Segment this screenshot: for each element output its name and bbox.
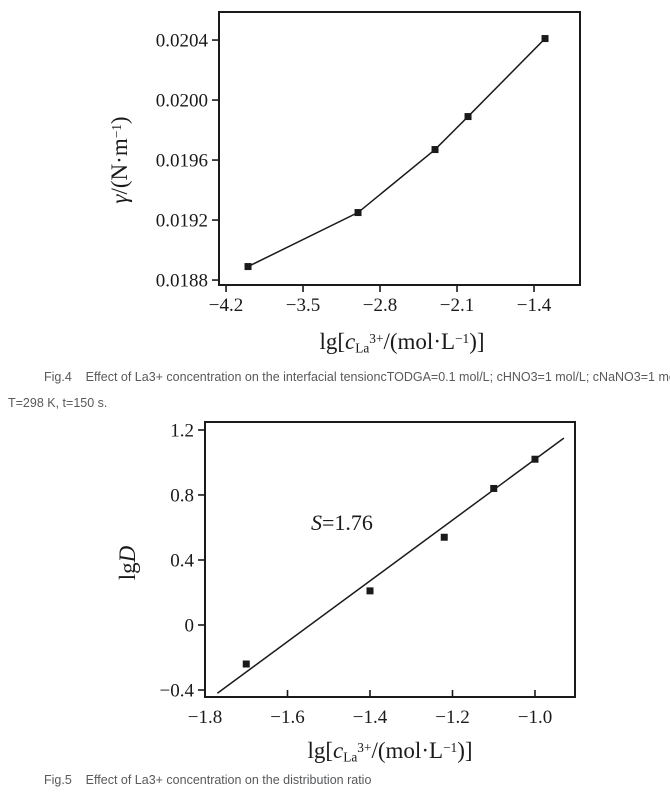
fig5-y-axis-label: lgD xyxy=(115,545,140,581)
fig4-data-line xyxy=(247,38,546,268)
fig5-y-tick-label: 0.8 xyxy=(170,485,194,506)
fig4-interfacial-tension-chart: −4.2 −3.5 −2.8 −2.1 −1.4 0.0188 0.0192 0.0196 0.… xyxy=(156,11,581,316)
fig5-fit-line xyxy=(216,437,565,694)
fig4-caption-line2: T=298 K, t=150 s. xyxy=(8,396,108,410)
fig4-y-tick-label: 0.0196 xyxy=(156,151,208,172)
fig4-caption-line1: Fig.4 Effect of La3+ concentration on th… xyxy=(44,370,670,384)
fig5-slope-annotation: S=1.76 xyxy=(311,510,373,535)
fig5-x-tick-label: −1.2 xyxy=(435,707,469,728)
fig4-x-tick-label: −1.4 xyxy=(517,295,552,316)
fig5-x-tick-label: −1.6 xyxy=(270,707,304,728)
fig5-y-tick-label: 0 xyxy=(185,615,195,636)
fig5-x-tick-label: −1.4 xyxy=(353,707,388,728)
fig4-y-tick-label: 0.0204 xyxy=(156,31,209,52)
fig5-data-point xyxy=(242,660,250,668)
fig5-x-tick-label: −1.8 xyxy=(188,707,222,728)
fig4-y-tick-label: 0.0200 xyxy=(156,91,208,112)
fig5-data-point xyxy=(531,455,539,463)
fig5-data-point xyxy=(366,587,374,595)
fig4-data-point xyxy=(244,263,252,271)
fig4-data-point xyxy=(354,209,362,217)
fig5-data-point xyxy=(490,484,498,492)
fig5-y-tick-label: 0.4 xyxy=(170,550,194,571)
fig4-y-tick-label: 0.0192 xyxy=(156,211,208,232)
fig5-distribution-ratio-chart: −1.8 −1.6 −1.4 −1.2 −1.0 −0.4 0 0.4 0.8 1.2 xyxy=(160,420,576,728)
fig4-y-tick-label: 0.0188 xyxy=(156,271,208,292)
fig4-y-axis-label: γ/(N·m−1) xyxy=(107,116,132,204)
fig5-y-tick-label: 1.2 xyxy=(170,420,194,441)
fig5-x-axis-label: lg[cLa3+/(mol·L−1)] xyxy=(307,738,473,765)
fig4-x-tick-label: −2.8 xyxy=(363,295,397,316)
fig5-y-tick-label: −0.4 xyxy=(160,681,195,702)
fig4-data-point xyxy=(464,113,472,121)
fig4-plot-frame xyxy=(218,11,581,286)
fig4-x-axis-label: lg[cLa3+/(mol·L−1)] xyxy=(319,329,485,356)
fig5-x-tick-label: −1.0 xyxy=(518,707,552,728)
fig4-data-point xyxy=(431,146,439,154)
fig4-x-tick-label: −2.1 xyxy=(440,295,474,316)
fig5-plot-frame xyxy=(204,421,576,698)
fig5-data-point xyxy=(440,533,448,541)
fig5-caption: Fig.5 Effect of La3+ concentration on th… xyxy=(44,773,372,787)
fig4-data-point xyxy=(541,35,549,43)
fig4-x-tick-label: −3.5 xyxy=(286,295,320,316)
fig4-x-tick-label: −4.2 xyxy=(209,295,243,316)
